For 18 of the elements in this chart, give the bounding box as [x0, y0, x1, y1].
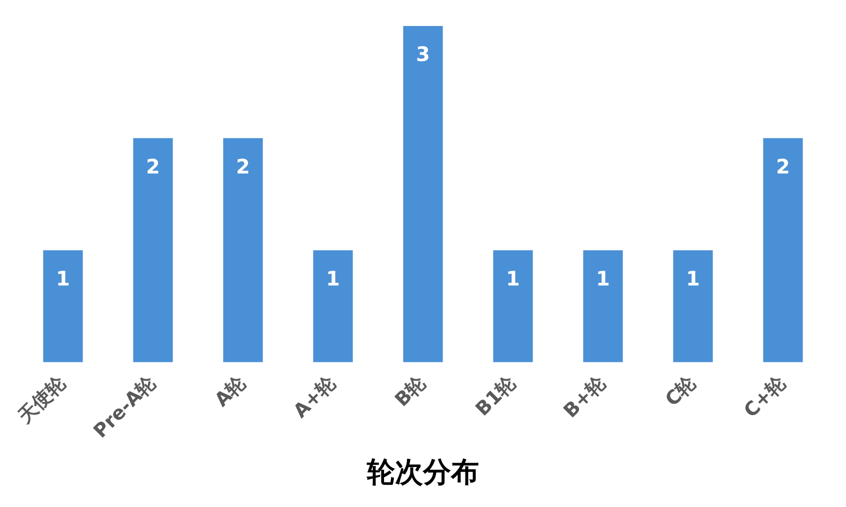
x-tick-label: B1轮 [471, 371, 521, 420]
data-label: 3 [416, 42, 430, 66]
x-tick-label: C轮 [661, 371, 701, 411]
data-label: 1 [326, 266, 340, 290]
x-axis-title: 轮次分布 [366, 455, 479, 488]
data-label: 2 [146, 154, 160, 178]
x-tick-label: B轮 [390, 371, 431, 412]
data-label: 1 [596, 266, 610, 290]
x-tick-label: 天使轮 [13, 371, 71, 428]
x-tick-label: A轮 [210, 371, 251, 412]
x-tick-label: B+轮 [560, 371, 611, 422]
data-label: 2 [236, 154, 250, 178]
data-label: 1 [56, 266, 70, 290]
x-tick-label: C+轮 [740, 371, 791, 422]
data-label: 1 [506, 266, 520, 290]
x-tick-label: A+轮 [289, 371, 341, 422]
data-label: 1 [686, 266, 700, 290]
data-label: 2 [776, 154, 790, 178]
